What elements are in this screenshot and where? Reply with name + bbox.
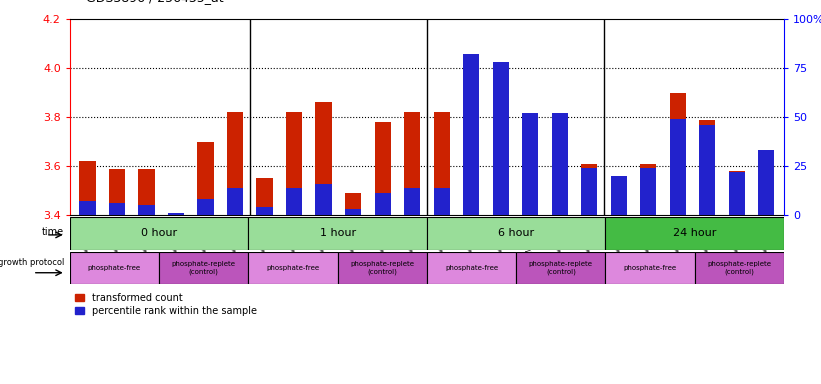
Bar: [374, 194, 391, 215]
Bar: [581, 168, 598, 215]
Bar: [427, 217, 606, 250]
Bar: [70, 252, 159, 284]
Bar: [168, 213, 184, 215]
Bar: [315, 103, 332, 215]
Bar: [670, 119, 686, 215]
Bar: [729, 172, 745, 215]
Bar: [197, 199, 213, 215]
Bar: [606, 217, 784, 250]
Bar: [227, 188, 243, 215]
Bar: [759, 151, 774, 215]
Text: phosphate-replete
(control): phosphate-replete (control): [351, 261, 415, 275]
Bar: [552, 142, 568, 215]
Bar: [463, 55, 479, 215]
Bar: [286, 112, 302, 215]
Bar: [139, 205, 154, 215]
Bar: [522, 142, 539, 215]
Bar: [197, 142, 213, 215]
Bar: [670, 93, 686, 215]
Text: time: time: [42, 227, 64, 237]
Legend: transformed count, percentile rank within the sample: transformed count, percentile rank withi…: [75, 293, 257, 316]
Bar: [248, 252, 337, 284]
Text: phosphate-free: phosphate-free: [267, 265, 319, 271]
Bar: [427, 252, 516, 284]
Bar: [552, 113, 568, 215]
Bar: [433, 112, 450, 215]
Bar: [168, 213, 184, 215]
Bar: [80, 201, 95, 215]
Text: 0 hour: 0 hour: [141, 228, 177, 238]
Bar: [80, 161, 95, 215]
Bar: [729, 171, 745, 215]
Bar: [493, 62, 509, 215]
Text: 1 hour: 1 hour: [319, 228, 355, 238]
Text: growth protocol: growth protocol: [0, 258, 64, 267]
Bar: [70, 217, 248, 250]
Bar: [522, 113, 539, 215]
Bar: [345, 193, 361, 215]
Bar: [516, 252, 606, 284]
Bar: [433, 188, 450, 215]
Bar: [404, 112, 420, 215]
Bar: [493, 68, 509, 215]
Bar: [315, 184, 332, 215]
Bar: [109, 169, 125, 215]
Bar: [695, 252, 784, 284]
Text: phosphate-free: phosphate-free: [88, 265, 141, 271]
Bar: [256, 178, 273, 215]
Text: phosphate-replete
(control): phosphate-replete (control): [708, 261, 772, 275]
Bar: [606, 252, 695, 284]
Text: phosphate-replete
(control): phosphate-replete (control): [529, 261, 593, 275]
Bar: [248, 217, 427, 250]
Bar: [463, 56, 479, 215]
Bar: [159, 252, 248, 284]
Text: 24 hour: 24 hour: [673, 228, 717, 238]
Bar: [640, 168, 657, 215]
Bar: [109, 203, 125, 215]
Text: GDS3896 / 256435_at: GDS3896 / 256435_at: [86, 0, 224, 4]
Text: phosphate-free: phosphate-free: [624, 265, 677, 271]
Bar: [759, 151, 774, 215]
Bar: [256, 207, 273, 215]
Bar: [227, 112, 243, 215]
Bar: [699, 119, 715, 215]
Bar: [611, 176, 627, 215]
Text: 6 hour: 6 hour: [498, 228, 534, 238]
Bar: [640, 164, 657, 215]
Bar: [345, 209, 361, 215]
Bar: [699, 125, 715, 215]
Text: phosphate-free: phosphate-free: [445, 265, 498, 271]
Bar: [337, 252, 427, 284]
Text: phosphate-replete
(control): phosphate-replete (control): [172, 261, 236, 275]
Bar: [581, 164, 598, 215]
Bar: [611, 190, 627, 215]
Bar: [286, 188, 302, 215]
Bar: [374, 122, 391, 215]
Bar: [404, 188, 420, 215]
Bar: [139, 169, 154, 215]
